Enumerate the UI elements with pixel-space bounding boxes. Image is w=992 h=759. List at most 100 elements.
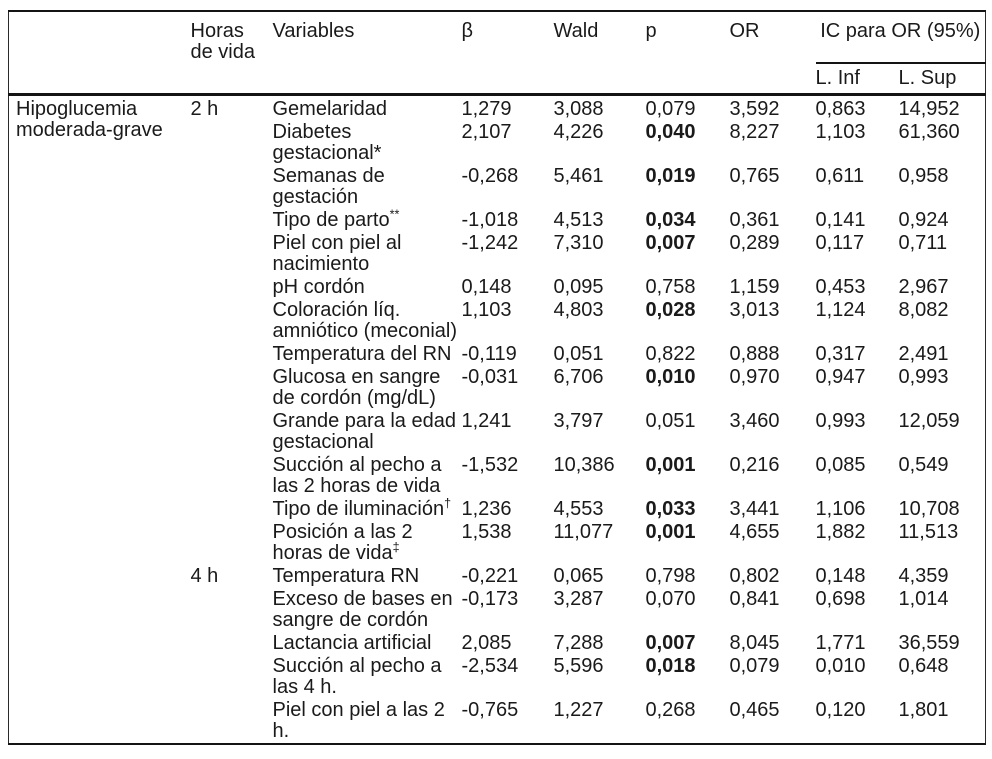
p-value-cell: 0,010 xyxy=(645,366,696,388)
or-cell: 3,460 xyxy=(729,410,780,432)
ci-lower-cell: 1,882 xyxy=(815,521,866,543)
wald-cell: 6,706 xyxy=(553,366,604,388)
wald-cell: 4,803 xyxy=(553,299,604,321)
wald-cell: 3,287 xyxy=(553,588,604,610)
wald-cell: 4,553 xyxy=(553,498,604,520)
p-value-cell: 0,028 xyxy=(645,299,696,321)
beta-cell: 1,538 xyxy=(461,521,512,543)
col-header-ci-lower: L. Inf xyxy=(815,63,899,96)
p-value-cell: 0,018 xyxy=(645,655,696,677)
p-value-cell: 0,268 xyxy=(645,699,696,721)
footnote-marker: † xyxy=(444,496,452,511)
or-cell: 0,888 xyxy=(729,343,780,365)
table-row: Grande para la edad gestacional 1,241 3,… xyxy=(9,410,986,454)
table-row: Exceso de bases en sangre de cordón -0,1… xyxy=(9,588,986,632)
variable-cell: Posición a las 2 horas de vida‡ xyxy=(272,521,413,564)
table-row: Coloración líq. amniótico (meconial) 1,1… xyxy=(9,299,986,343)
table-row: Tipo de iluminación† 1,236 4,553 0,033 3… xyxy=(9,496,986,521)
ci-lower-cell: 0,993 xyxy=(815,410,866,432)
or-cell: 0,079 xyxy=(729,655,780,677)
p-value-cell: 0,822 xyxy=(645,343,696,365)
ci-upper-cell: 2,967 xyxy=(898,276,949,298)
beta-cell: 2,107 xyxy=(461,121,512,143)
ci-upper-cell: 12,059 xyxy=(898,410,960,432)
wald-cell: 0,051 xyxy=(553,343,604,365)
beta-cell: -0,119 xyxy=(461,343,517,365)
ci-upper-cell: 0,924 xyxy=(898,209,949,231)
table-row: pH cordón 0,148 0,095 0,758 1,159 0,453 … xyxy=(9,276,986,299)
variable-cell: Succión al pecho a las 4 h. xyxy=(272,655,442,698)
beta-cell: -0,031 xyxy=(461,366,519,388)
ci-lower-cell: 0,010 xyxy=(815,655,866,677)
table-row: Piel con piel a las 2 h. -0,765 1,227 0,… xyxy=(9,699,986,744)
ci-lower-cell: 0,085 xyxy=(815,454,866,476)
beta-cell: 1,103 xyxy=(461,299,512,321)
ci-lower-cell: 1,103 xyxy=(815,121,866,143)
col-header-variables: Variables xyxy=(272,20,355,42)
or-cell: 8,045 xyxy=(729,632,780,654)
variable-cell: Coloración líq. amniótico (meconial) xyxy=(272,299,458,342)
variable-cell: Succión al pecho a las 2 horas de vida xyxy=(272,454,442,497)
p-value-cell: 0,019 xyxy=(645,165,696,187)
ci-upper-cell: 1,801 xyxy=(898,699,949,721)
ci-upper-cell: 36,559 xyxy=(898,632,960,654)
ci-group-header: IC para OR (95%) xyxy=(815,11,986,64)
variable-cell: Glucosa en sangre de cordón (mg/dL) xyxy=(272,366,441,409)
table-row: Semanas de gestación -0,268 5,461 0,019 … xyxy=(9,165,986,209)
wald-cell: 10,386 xyxy=(553,454,615,476)
wald-cell: 7,288 xyxy=(553,632,604,654)
ci-lower-cell: 0,611 xyxy=(815,165,865,187)
wald-cell: 11,077 xyxy=(553,521,614,543)
table-row: Lactancia artificial 2,085 7,288 0,007 8… xyxy=(9,632,986,655)
table-row: Succión al pecho a las 2 horas de vida -… xyxy=(9,454,986,498)
variable-cell: Temperatura RN xyxy=(272,565,420,587)
hours-cell-2h: 2 h xyxy=(190,98,219,120)
wald-cell: 5,596 xyxy=(553,655,604,677)
footnote-marker: ‡ xyxy=(392,540,400,555)
beta-cell: -1,242 xyxy=(461,232,519,254)
ci-lower-cell: 0,141 xyxy=(815,209,866,231)
p-value-cell: 0,007 xyxy=(645,232,696,254)
ci-upper-cell: 0,993 xyxy=(898,366,949,388)
table-row: Glucosa en sangre de cordón (mg/dL) -0,0… xyxy=(9,366,986,410)
corner-header-cell xyxy=(9,11,191,63)
col-header-ci-upper: L. Sup xyxy=(898,63,986,96)
results-table: Horas de vida Variables β Wald p OR IC p… xyxy=(8,10,986,745)
ci-upper-cell: 10,708 xyxy=(898,498,960,520)
beta-cell: -1,018 xyxy=(461,209,519,231)
table-row: Diabetes gestacional* 2,107 4,226 0,040 … xyxy=(9,121,986,165)
p-value-cell: 0,007 xyxy=(645,632,696,654)
or-cell: 0,841 xyxy=(729,588,780,610)
wald-cell: 0,095 xyxy=(553,276,604,298)
variable-cell: Piel con piel al nacimiento xyxy=(272,232,402,275)
variable-cell: Temperatura del RN xyxy=(272,343,452,365)
ci-lower-cell: 0,148 xyxy=(815,565,866,587)
ci-upper-cell: 0,549 xyxy=(898,454,949,476)
col-header-p: p xyxy=(645,20,657,42)
beta-cell: -0,765 xyxy=(461,699,519,721)
ci-lower-cell: 1,106 xyxy=(815,498,866,520)
beta-cell: 1,241 xyxy=(461,410,512,432)
wald-cell: 4,226 xyxy=(553,121,604,143)
variable-cell: Semanas de gestación xyxy=(272,165,385,208)
ci-upper-cell: 0,958 xyxy=(898,165,949,187)
or-cell: 0,465 xyxy=(729,699,780,721)
table-row: Temperatura del RN -0,119 0,051 0,822 0,… xyxy=(9,343,986,366)
variable-cell: Tipo de iluminación† xyxy=(272,496,452,520)
ci-upper-cell: 61,360 xyxy=(898,121,960,143)
p-value-cell: 0,033 xyxy=(645,498,696,520)
col-header-beta: β xyxy=(461,20,474,42)
ci-upper-cell: 0,648 xyxy=(898,655,949,677)
ci-lower-cell: 0,120 xyxy=(815,699,866,721)
variable-cell: pH cordón xyxy=(272,276,365,298)
p-value-cell: 0,070 xyxy=(645,588,696,610)
or-cell: 3,441 xyxy=(729,498,780,520)
beta-cell: -0,173 xyxy=(461,588,519,610)
wald-cell: 3,088 xyxy=(553,98,604,120)
footnote-marker: ** xyxy=(389,207,400,222)
or-cell: 4,655 xyxy=(729,521,780,543)
ci-lower-cell: 1,771 xyxy=(815,632,866,654)
or-cell: 0,802 xyxy=(729,565,780,587)
variable-cell: Piel con piel a las 2 h. xyxy=(272,699,445,742)
